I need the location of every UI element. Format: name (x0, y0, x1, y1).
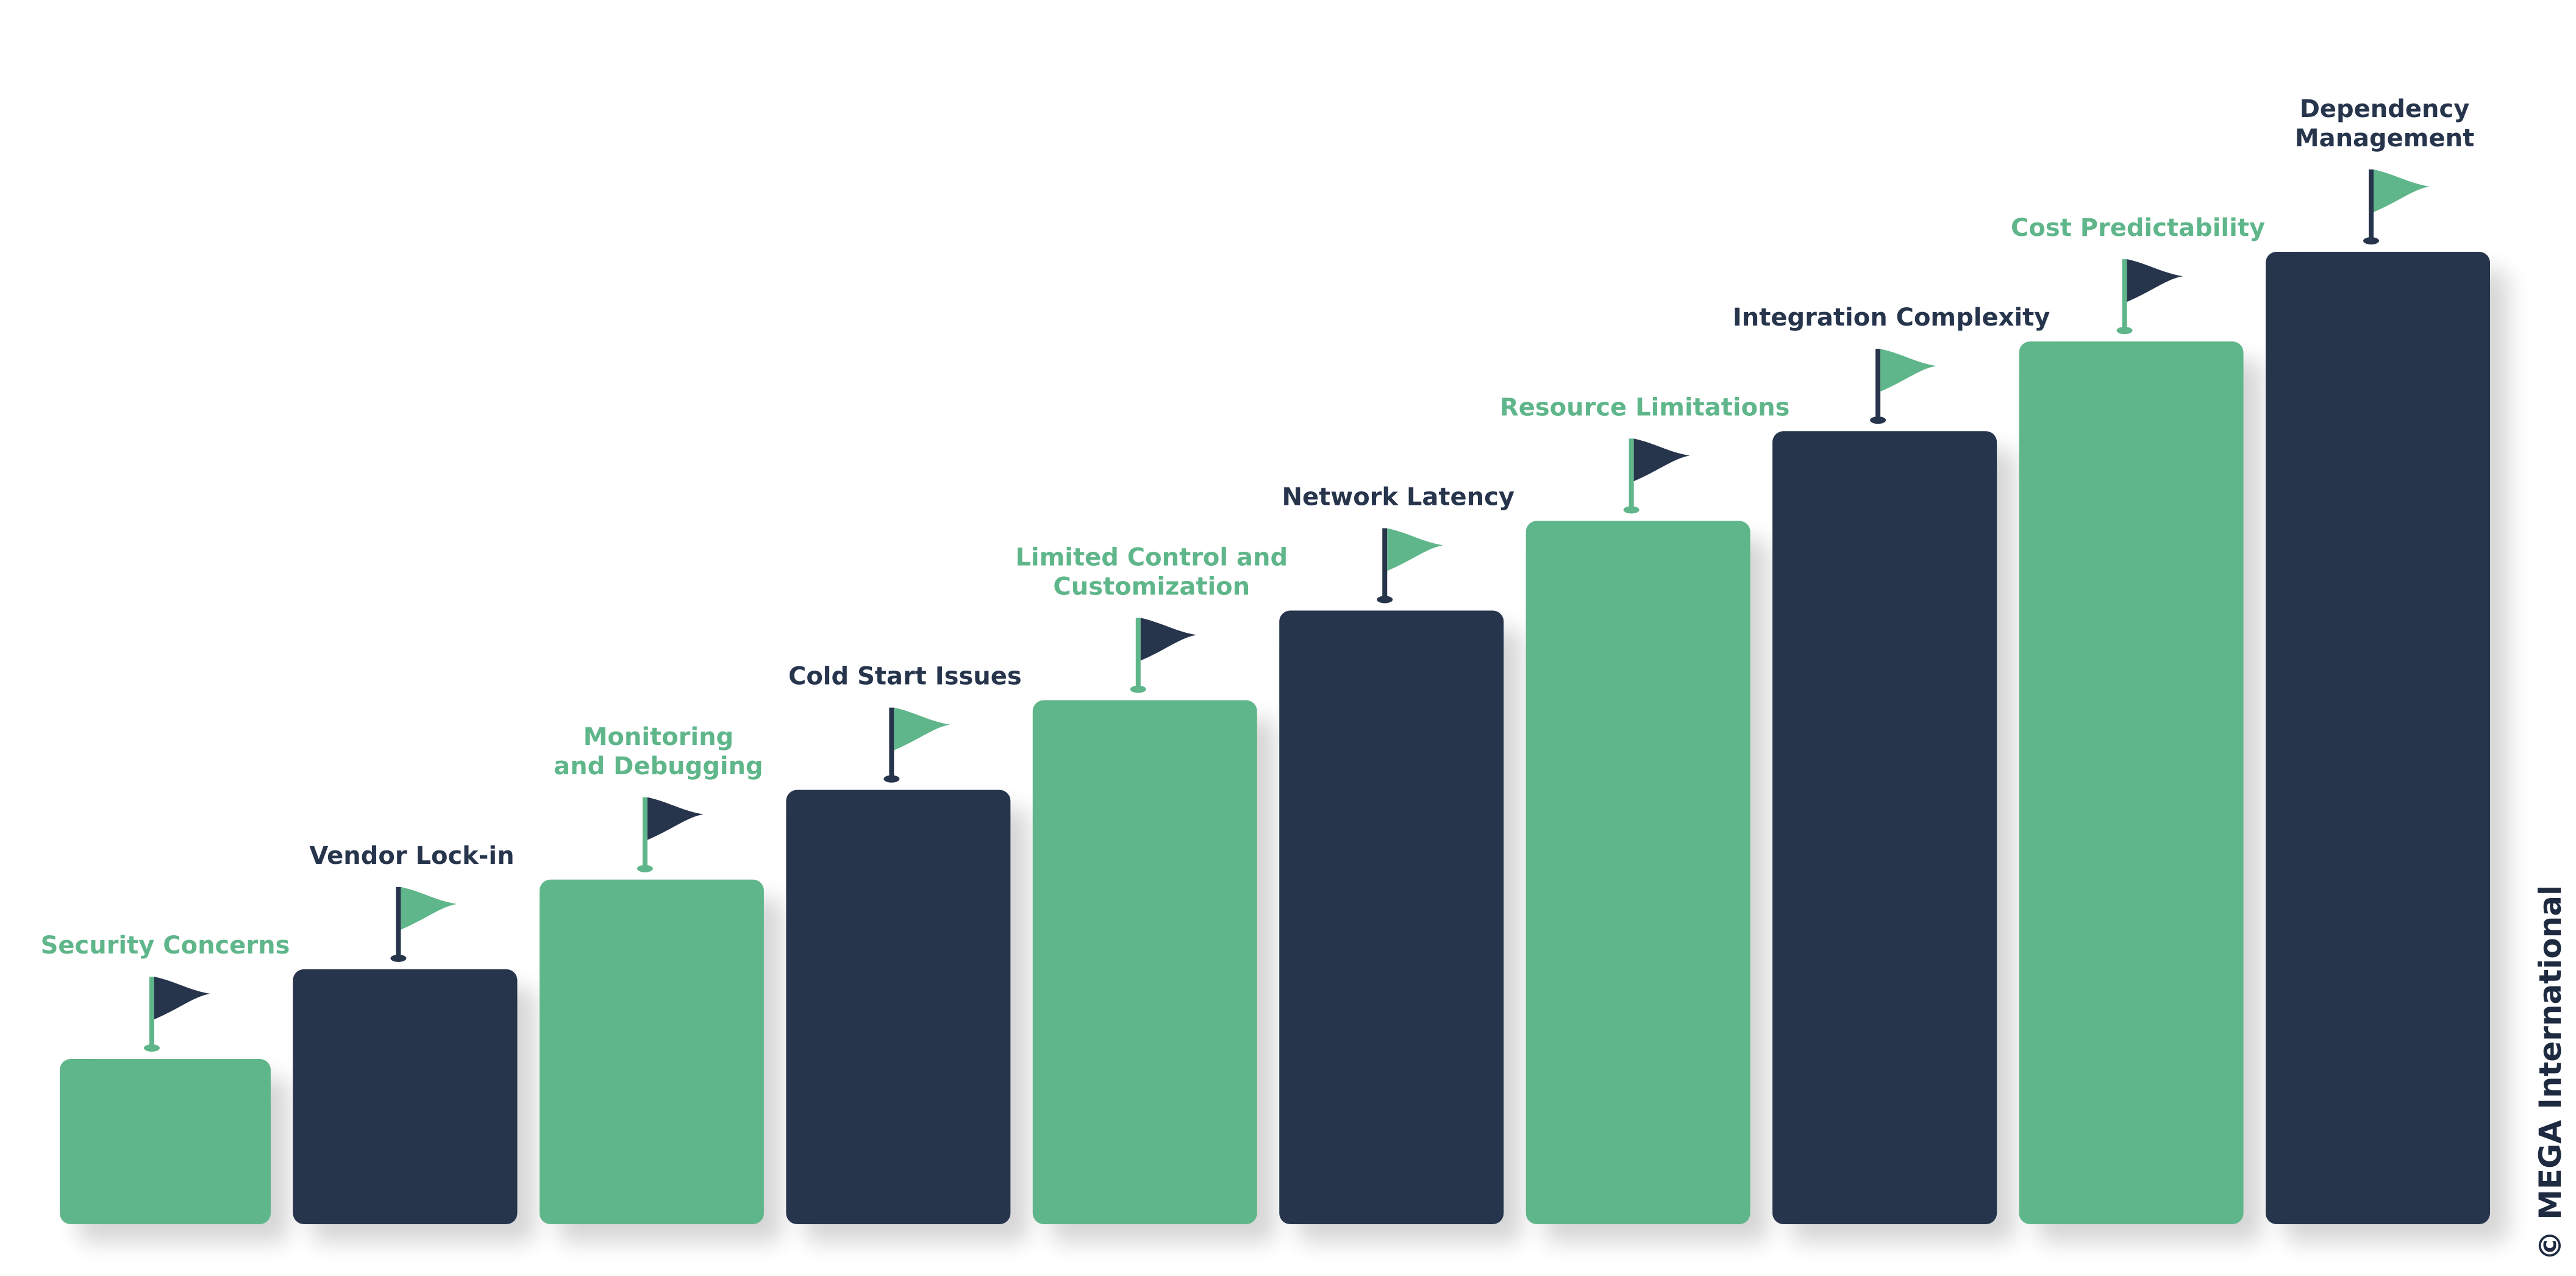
step-bar (786, 789, 1011, 1224)
flag-pole (149, 977, 154, 1048)
flag-pole (1135, 618, 1141, 690)
flag-icon (1870, 349, 1937, 424)
step-label-line: Resource Limitations (1500, 393, 1790, 421)
flag-icon (1130, 618, 1197, 693)
step-label: Security Concerns (41, 932, 290, 960)
step-label: Monitoring and Debugging (554, 723, 763, 780)
step-label-line: Vendor Lock-in (309, 842, 514, 870)
step-bar (2266, 252, 2490, 1224)
flag-pole (889, 707, 894, 779)
step-bar (293, 969, 518, 1224)
flag-icon (2116, 259, 2183, 335)
flag-pole (2369, 169, 2374, 241)
step-label: Cold Start Issues (788, 663, 1022, 691)
step-bar (1525, 521, 1750, 1225)
flag-pennant (154, 977, 210, 1019)
flag-pole (1629, 438, 1634, 510)
step-label: Limited Control and Customization (1015, 544, 1288, 601)
step-bar (1032, 700, 1257, 1224)
step-label-line: Management (2295, 124, 2474, 152)
step-bar (2019, 341, 2244, 1224)
step-label: Vendor Lock-in (309, 842, 514, 870)
step-label-line: Limited Control and (1015, 544, 1288, 572)
step-label-line: Integration Complexity (1733, 304, 2050, 332)
flag-pole (396, 886, 401, 958)
flag-pennant (401, 886, 457, 930)
step-label: Cost Predictability (2011, 214, 2265, 242)
copyright-text: © MEGA International (2533, 885, 2568, 1261)
step-label-line: Network Latency (1282, 483, 1515, 511)
flag-pole (1382, 528, 1388, 600)
step-bar (1279, 610, 1504, 1224)
step-bar (60, 1059, 271, 1224)
step-label-line: Cold Start Issues (788, 663, 1022, 691)
step-label: Resource Limitations (1500, 393, 1790, 421)
flag-icon (637, 797, 704, 872)
flag-pennant (2374, 169, 2430, 212)
step-label: Integration Complexity (1733, 304, 2050, 332)
step-label-line: Security Concerns (41, 932, 290, 960)
step-bar (1772, 431, 1997, 1225)
flag-icon (144, 977, 210, 1052)
step-label-line: and Debugging (554, 752, 763, 780)
step-bar (539, 879, 764, 1224)
step-label: Dependency Management (2295, 95, 2474, 152)
flag-icon (1377, 528, 1444, 604)
step-label: Network Latency (1282, 483, 1515, 511)
flag-pennant (1387, 528, 1444, 571)
flag-icon (2363, 169, 2430, 244)
flag-pennant (1140, 618, 1197, 661)
flag-pennant (894, 707, 951, 750)
step-label-line: Dependency (2300, 95, 2470, 123)
step-label-line: Customization (1053, 573, 1250, 601)
step-label-line: Monitoring (583, 723, 734, 751)
flag-pole (1875, 349, 1881, 421)
flag-pennant (647, 797, 704, 840)
flag-icon (390, 886, 457, 962)
flag-icon (883, 707, 951, 783)
flag-pennant (2127, 259, 2183, 302)
flag-pennant (1633, 438, 1690, 482)
flag-pennant (1880, 349, 1937, 392)
step-label-line: Cost Predictability (2011, 214, 2265, 242)
flag-pole (642, 797, 648, 869)
flag-pole (2122, 259, 2127, 331)
flag-icon (1623, 438, 1690, 514)
